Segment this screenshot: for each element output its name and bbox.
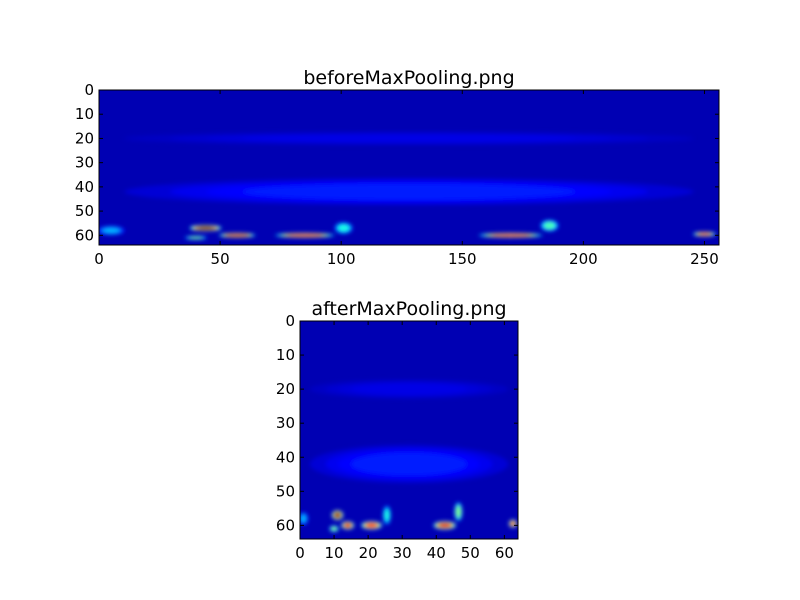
heatmap-hotspot: [226, 233, 248, 237]
x-tick-label: 60: [495, 544, 514, 562]
y-tick-label: 0: [84, 81, 94, 99]
chart-title-before: beforeMaxPooling.png: [303, 67, 514, 89]
heatmap-hotspot: [350, 452, 468, 476]
heatmap-hotspot: [343, 523, 352, 528]
heatmap-hotspot: [456, 506, 461, 518]
heatmap-hotspot: [492, 233, 530, 237]
y-tick-label: 10: [75, 105, 94, 123]
heatmap-hotspot: [697, 232, 712, 236]
x-tick-label: 200: [569, 250, 598, 268]
y-tick-label: 20: [276, 380, 295, 398]
y-tick-label: 60: [276, 516, 295, 534]
x-tick-label: 250: [690, 250, 719, 268]
heatmap-hotspot: [338, 224, 349, 232]
heatmap-hotspot: [189, 236, 203, 239]
y-tick-label: 0: [285, 312, 295, 330]
heatmap-before: 0 50 100 150 200 250 0 10 20 30 40 50 60: [75, 81, 720, 268]
y-tick-label: 40: [276, 448, 295, 466]
y-tick-label: 10: [276, 346, 295, 364]
heatmap-background: [300, 321, 518, 539]
y-tick-label: 30: [75, 154, 94, 172]
heatmap-hotspot: [287, 233, 323, 237]
heatmap-hotspot: [365, 523, 378, 528]
heatmap-hotspot: [544, 222, 555, 229]
heatmap-hotspot: [300, 514, 307, 523]
x-tick-label: 50: [461, 544, 480, 562]
heatmap-hotspot: [242, 183, 576, 200]
heatmap-background: [99, 90, 719, 245]
y-tick-label: 60: [75, 226, 94, 244]
heatmap-hotspot: [438, 523, 452, 528]
x-tick-label: 30: [393, 544, 412, 562]
axes-frame: [98, 89, 720, 246]
x-tick-label: 150: [448, 250, 477, 268]
heatmap-hotspot: [350, 383, 468, 395]
heatmap-hotspot: [196, 226, 215, 230]
heatmap-hotspot: [331, 526, 337, 531]
x-tick-label: 0: [94, 250, 104, 268]
heatmap-hotspot: [103, 227, 120, 234]
y-tick-label: 20: [75, 129, 94, 147]
x-tick-label: 100: [327, 250, 356, 268]
y-tick-label: 50: [75, 202, 94, 220]
y-tick-label: 30: [276, 414, 295, 432]
heatmap-hotspot: [334, 512, 341, 518]
x-tick-label: 40: [427, 544, 446, 562]
y-tick-label: 40: [75, 178, 94, 196]
heatmap-hotspot: [384, 509, 390, 521]
x-tick-label: 0: [295, 544, 305, 562]
chart-title-after: afterMaxPooling.png: [311, 298, 506, 320]
heatmap-hotspot: [242, 134, 576, 143]
heatmap-hotspot: [510, 521, 516, 527]
axes-frame: [299, 320, 519, 540]
y-tick-label: 50: [276, 482, 295, 500]
x-tick-label: 50: [211, 250, 230, 268]
x-tick-label: 10: [325, 544, 344, 562]
x-tick-label: 20: [359, 544, 378, 562]
